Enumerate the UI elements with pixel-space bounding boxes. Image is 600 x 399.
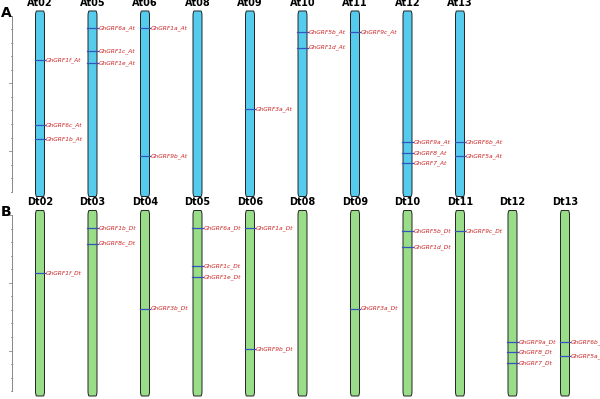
Text: At06: At06 [132,0,158,8]
Text: GhGRF9c_Dt: GhGRF9c_Dt [466,228,503,234]
FancyBboxPatch shape [35,11,44,197]
Text: GhGRF8c_Dt: GhGRF8c_Dt [98,241,135,247]
Text: At10: At10 [290,0,316,8]
FancyBboxPatch shape [455,11,464,197]
Text: GhGRF9a_At: GhGRF9a_At [413,140,450,145]
FancyBboxPatch shape [350,211,359,396]
Text: GhGRF1e_Dt: GhGRF1e_Dt [203,274,241,280]
Text: GhGRF1a_Dt: GhGRF1a_Dt [256,225,293,231]
Text: Dt10: Dt10 [394,198,421,207]
Text: GhGRF9c_At: GhGRF9c_At [361,29,397,35]
FancyBboxPatch shape [350,11,359,197]
Text: GhGRF9a_Dt: GhGRF9a_Dt [518,339,556,345]
FancyBboxPatch shape [140,11,149,197]
Text: GhGRF9b_At: GhGRF9b_At [151,154,188,159]
Text: GhGRF9b_Dt: GhGRF9b_Dt [256,346,293,352]
FancyBboxPatch shape [88,211,97,396]
FancyBboxPatch shape [298,211,307,396]
Text: GhGRF6a_Dt: GhGRF6a_Dt [203,225,241,231]
Text: At09: At09 [237,0,263,8]
Text: GhGRF7_At: GhGRF7_At [413,160,446,166]
Text: Dt12: Dt12 [499,198,526,207]
Text: Dt11: Dt11 [447,198,473,207]
Text: At05: At05 [80,0,106,8]
FancyBboxPatch shape [403,11,412,197]
Text: GhGRF6a_At: GhGRF6a_At [98,26,135,31]
Text: GhGRF6b_Dt: GhGRF6b_Dt [571,339,600,345]
Text: GhGRF1e_At: GhGRF1e_At [98,61,135,66]
FancyBboxPatch shape [140,211,149,396]
Text: GhGRF3a_Dt: GhGRF3a_Dt [361,306,398,311]
Text: GhGRF5b_At: GhGRF5b_At [308,29,345,35]
Text: GhGRF1a_At: GhGRF1a_At [151,26,188,31]
FancyBboxPatch shape [193,11,202,197]
Text: B: B [1,205,11,219]
Text: GhGRF8_Dt: GhGRF8_Dt [518,350,552,355]
Text: GhGRF1c_At: GhGRF1c_At [98,48,135,54]
FancyBboxPatch shape [245,211,254,396]
Text: GhGRF1b_At: GhGRF1b_At [46,136,83,142]
FancyBboxPatch shape [508,211,517,396]
FancyBboxPatch shape [298,11,307,197]
Text: GhGRF1f_At: GhGRF1f_At [46,57,81,63]
FancyBboxPatch shape [403,211,412,396]
Text: At11: At11 [342,0,368,8]
FancyBboxPatch shape [88,11,97,197]
Text: At02: At02 [27,0,53,8]
Text: Dt05: Dt05 [184,198,211,207]
Text: GhGRF3a_At: GhGRF3a_At [256,106,293,112]
FancyBboxPatch shape [560,211,569,396]
Text: GhGRF6c_At: GhGRF6c_At [46,122,82,128]
Text: GhGRF1b_Dt: GhGRF1b_Dt [98,225,136,231]
Text: GhGRF8_At: GhGRF8_At [413,150,446,156]
FancyBboxPatch shape [455,211,464,396]
Text: Dt02: Dt02 [27,198,53,207]
Text: Dt03: Dt03 [79,198,106,207]
FancyBboxPatch shape [245,11,254,197]
Text: GhGRF1c_Dt: GhGRF1c_Dt [203,263,240,269]
Text: At08: At08 [185,0,211,8]
Text: Dt04: Dt04 [132,198,158,207]
FancyBboxPatch shape [35,211,44,396]
Text: Dt08: Dt08 [289,198,316,207]
Text: At12: At12 [395,0,421,8]
Text: GhGRF3b_Dt: GhGRF3b_Dt [151,306,188,311]
Text: GhGRF1d_At: GhGRF1d_At [308,45,345,50]
Text: GhGRF1d_Dt: GhGRF1d_Dt [413,244,451,250]
Text: GhGRF1f_Dt: GhGRF1f_Dt [46,271,82,276]
Text: GhGRF5a_At: GhGRF5a_At [466,154,503,159]
Text: Dt06: Dt06 [237,198,263,207]
Text: A: A [1,6,12,20]
FancyBboxPatch shape [193,211,202,396]
Text: At13: At13 [447,0,473,8]
Text: Dt13: Dt13 [552,198,578,207]
Text: GhGRF7_Dt: GhGRF7_Dt [518,360,552,366]
Text: Dt09: Dt09 [342,198,368,207]
Text: GhGRF5a_Dt: GhGRF5a_Dt [571,353,600,359]
Text: GhGRF6b_At: GhGRF6b_At [466,140,503,145]
Text: GhGRF5b_Dt: GhGRF5b_Dt [413,228,451,234]
